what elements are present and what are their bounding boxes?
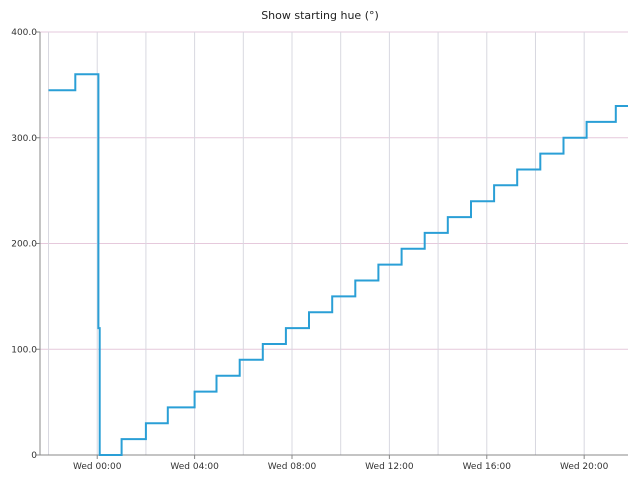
grid <box>40 31 628 456</box>
tick-labels: 0 100.0 200.0 300.0 400.0 Wed 00:00 Wed 04:00 W… <box>11 28 608 472</box>
y-tick-label: 400.0 <box>11 28 37 38</box>
y-tick-label: 100.0 <box>11 345 37 355</box>
x-tick-label: Wed 20:00 <box>560 462 609 472</box>
y-tick-label: 0 <box>31 451 37 461</box>
x-tick-label: Wed 00:00 <box>73 462 122 472</box>
y-tick-label: 200.0 <box>11 240 37 250</box>
x-tick-label: Wed 08:00 <box>268 462 317 472</box>
x-tick-label: Wed 04:00 <box>170 462 219 472</box>
series-line <box>48 73 628 456</box>
x-tick-label: Wed 12:00 <box>365 462 414 472</box>
series-layer <box>48 73 628 456</box>
x-tick-label: Wed 16:00 <box>463 462 512 472</box>
y-tick-label: 300.0 <box>11 134 37 144</box>
chart-title: Show starting hue (°) <box>261 9 379 22</box>
axes <box>36 31 628 459</box>
